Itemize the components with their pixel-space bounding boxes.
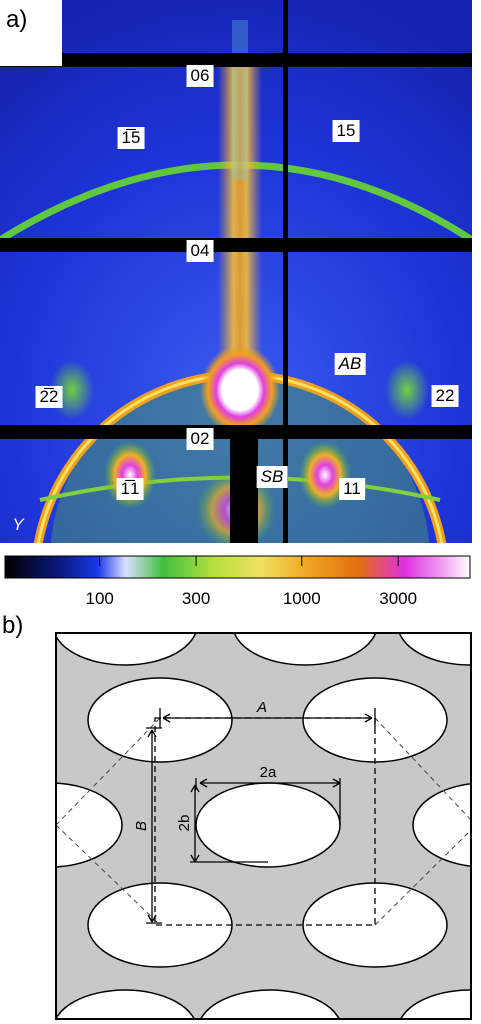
- dimension-label: 2a: [260, 764, 277, 781]
- colorbar: 100 300 1000 3000: [4, 555, 471, 608]
- lattice-schematic: A B 2a 2b: [55, 632, 472, 1020]
- reflection-label: 06: [186, 65, 214, 87]
- reflection-label: SB: [256, 466, 288, 488]
- colorbar-gradient: [4, 555, 471, 579]
- colorbar-tick-label: 1000: [283, 589, 321, 608]
- diffraction-image: [0, 0, 472, 543]
- colorbar-tick-label: 100: [85, 589, 113, 608]
- reflection-label: AB: [334, 353, 366, 375]
- reflection-label: 11: [339, 478, 365, 500]
- colorbar-tick-label: 300: [182, 589, 210, 608]
- reflection-label: 04: [186, 240, 214, 262]
- reflection-label: 22: [431, 385, 459, 407]
- panel-label: b): [2, 612, 24, 639]
- reflection-label: 02: [186, 428, 214, 450]
- reflection-label: 15: [332, 120, 360, 142]
- reflection-label: 2̅2: [35, 386, 63, 408]
- axis-label: Y: [12, 515, 24, 534]
- panel-label: a): [6, 6, 28, 33]
- dimension-label: A: [256, 699, 267, 716]
- reflection-label: 1̅1: [116, 478, 144, 500]
- dimension-label: B: [133, 821, 150, 831]
- colorbar-tick-label: 3000: [379, 589, 417, 608]
- dimension-label: 2b: [176, 815, 193, 832]
- reflection-label: 1̅5: [117, 127, 145, 149]
